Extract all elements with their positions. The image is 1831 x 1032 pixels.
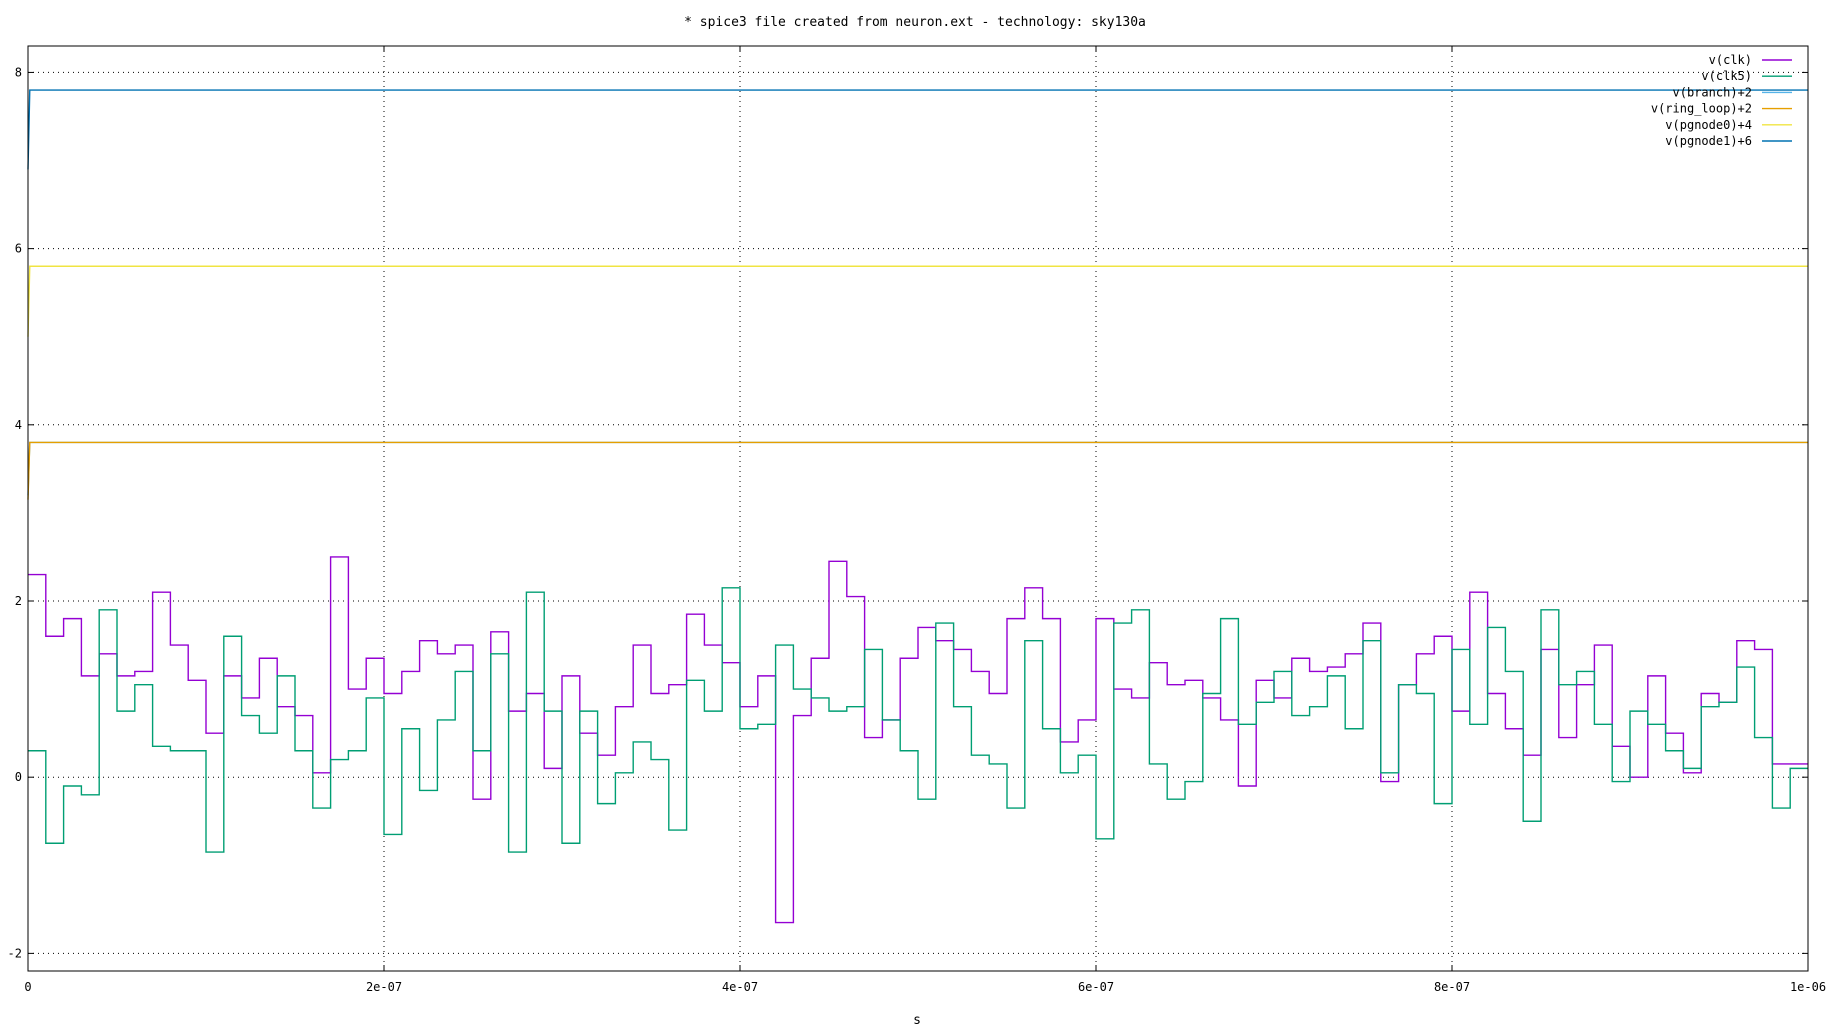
legend-label: v(pgnode0)+4 — [1665, 118, 1752, 132]
x-tick-label: 6e-07 — [1078, 980, 1114, 994]
y-tick-label: 4 — [15, 418, 22, 432]
series-line-v-pgnode1-6 — [27, 89, 1808, 170]
x-tick-label: 4e-07 — [722, 980, 758, 994]
x-tick-label: 2e-07 — [366, 980, 402, 994]
y-tick-label: -2 — [8, 946, 22, 960]
plot-frame — [27, 45, 1809, 972]
legend-label: v(ring_loop)+2 — [1651, 102, 1752, 116]
x-tick-label: 8e-07 — [1434, 980, 1470, 994]
x-tick-label: 1e-06 — [1790, 980, 1826, 994]
series-layer — [27, 89, 1808, 924]
legend-label: v(clk5) — [1701, 69, 1752, 83]
x-tick-label: 0 — [24, 980, 31, 994]
y-tick-label: 8 — [15, 65, 22, 79]
series-line-v-clk5- — [28, 587, 1808, 853]
x-axis-label: s — [913, 1013, 921, 1028]
grid — [28, 46, 1808, 971]
series-line-v-pgnode0-4 — [27, 265, 1808, 337]
legend-label: v(pgnode1)+6 — [1665, 134, 1752, 148]
legend: v(clk) v(clk5) v(branch)+2 v(ring_loop)+2 v(… — [1651, 53, 1792, 148]
y-tick-label: 0 — [15, 770, 22, 784]
legend-label: v(branch)+2 — [1673, 85, 1752, 99]
series-line-v-branch-2 — [27, 441, 1808, 496]
ticks: 0 2e-07 4e-07 6e-07 8e-07 1e-06 -2 0 2 4 6 8 — [8, 46, 1826, 994]
y-tick-label: 6 — [15, 242, 22, 256]
chart-title: * spice3 file created from neuron.ext - … — [684, 15, 1146, 30]
legend-label: v(clk) — [1709, 53, 1752, 67]
series-line-v-ring-loop-2 — [27, 441, 1808, 500]
y-tick-label: 2 — [15, 594, 22, 608]
